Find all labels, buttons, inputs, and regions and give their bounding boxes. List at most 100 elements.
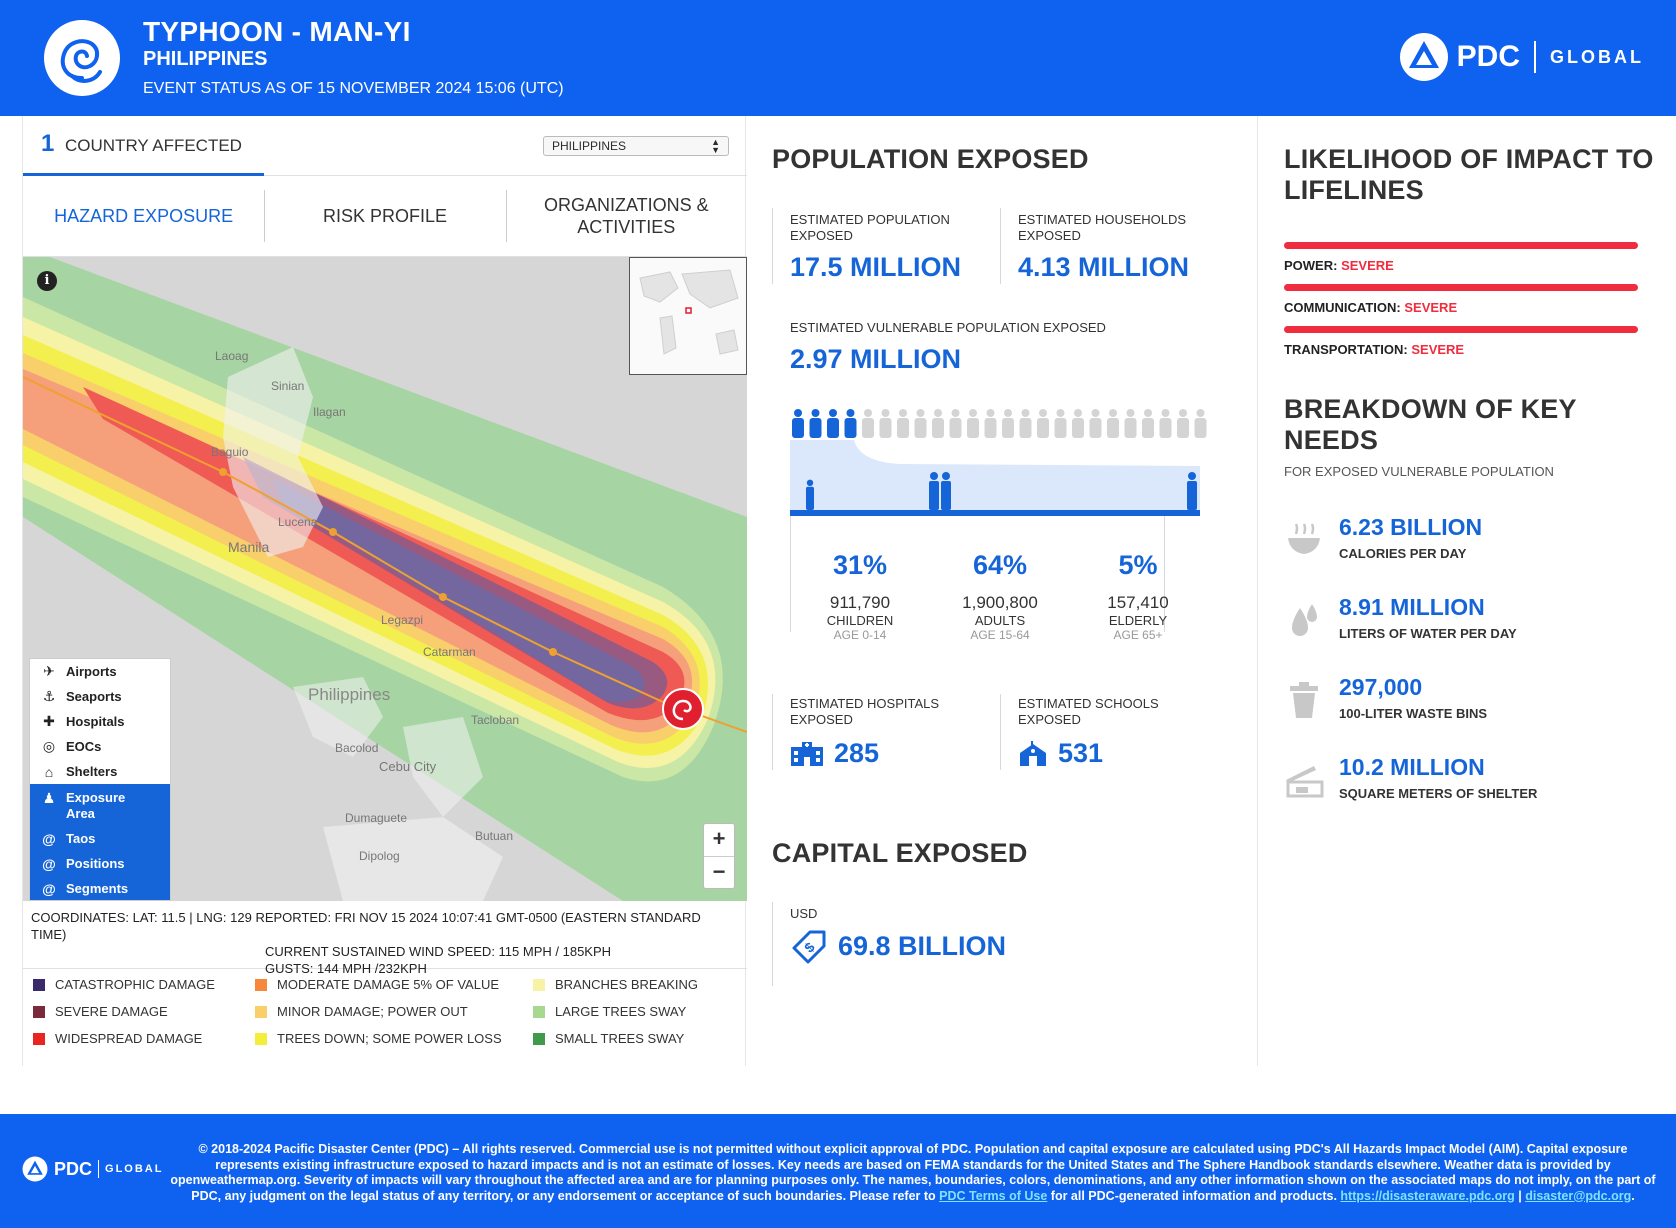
person-icon [1072, 409, 1084, 438]
overview-minimap[interactable] [629, 257, 747, 375]
children-count: 911,790 [829, 593, 891, 612]
layer-hospitals[interactable]: ✚ Hospitals [30, 709, 170, 734]
info-icon[interactable]: i [37, 271, 57, 291]
people-icon: ♟ [42, 790, 56, 806]
typhoon-position-marker[interactable] [662, 688, 704, 730]
brand-divider [1534, 41, 1536, 73]
tab-organizations-activities[interactable]: ORGANIZATIONS & ACTIVITIES [505, 176, 747, 256]
adults-range: AGE 15-64 [970, 628, 1030, 642]
layer-shelters[interactable]: ⌂ Shelters [30, 759, 170, 784]
mindanao-island [323, 817, 503, 901]
layer-label: Taos [66, 831, 96, 846]
layer-airports[interactable]: ✈ Airports [30, 659, 170, 684]
food-bowl-icon [1288, 523, 1320, 554]
typhoon-icon [44, 20, 120, 96]
legend-item: SEVERE DAMAGE [33, 1003, 255, 1020]
legend-item: TREES DOWN; SOME POWER LOSS [255, 1030, 533, 1047]
place-cebu-city: Cebu City [379, 759, 437, 774]
disclaimer-text: © 2018-2024 Pacific Disaster Center (PDC… [170, 1142, 1656, 1203]
country-select[interactable]: PHILIPPINES ▲ ▼ [543, 136, 729, 156]
person-icon [984, 409, 997, 438]
capital-stat: $ 69.8 BILLION [790, 928, 1006, 964]
pdc-logo-icon [1399, 33, 1448, 81]
track-position-4[interactable] [549, 648, 557, 656]
hospital-building-icon [791, 741, 823, 766]
legend-label: SMALL TREES SWAY [555, 1031, 685, 1046]
communication-label: COMMUNICATION: [1284, 300, 1401, 315]
adults-percent: 64% [972, 550, 1028, 580]
header: TYPHOON - MAN-YI PHILIPPINES EVENT STATU… [0, 0, 1676, 116]
select-arrows-icon: ▲ ▼ [711, 137, 720, 155]
tab-risk-profile[interactable]: RISK PROFILE [264, 176, 505, 256]
divider [772, 208, 773, 284]
layer-seaports[interactable]: ⚓ Seaports [30, 684, 170, 709]
transportation-severity-bar [1284, 326, 1638, 333]
shelter-icon [1286, 766, 1324, 798]
map-canvas[interactable] [23, 257, 747, 901]
legend-swatch [255, 1005, 267, 1018]
vulnerable-person-icon [792, 409, 804, 438]
school-building-icon [1020, 740, 1046, 766]
layer-exposure-area[interactable]: ♟ Exposure Area [30, 784, 170, 826]
layer-label: Shelters [66, 764, 118, 779]
footer-disclaimer: © 2018-2024 Pacific Disaster Center (PDC… [168, 1142, 1658, 1204]
zoom-in-button[interactable]: + [712, 826, 726, 851]
track-position-3[interactable] [439, 593, 447, 601]
legend-swatch [33, 978, 45, 991]
calories-value: 6.23 BILLION [1339, 514, 1483, 540]
population-title: POPULATION EXPOSED [772, 144, 1089, 174]
country-count: 1 [41, 130, 55, 157]
shelter-label: SQUARE METERS OF SHELTER [1339, 786, 1538, 801]
adults-name: ADULTS [974, 613, 1026, 628]
event-status: EVENT STATUS AS OF 15 NOVEMBER 2024 15:0… [143, 80, 564, 97]
hospitals-value: 285 [834, 738, 880, 768]
shelter-value: 10.2 MILLION [1339, 754, 1485, 780]
layer-label: Hospitals [66, 714, 125, 729]
need-calories: 6.23 BILLION CALORIES PER DAY [1284, 514, 1654, 574]
legend-label: MINOR DAMAGE; POWER OUT [277, 1004, 468, 1019]
legend-swatch [533, 1032, 545, 1045]
terms-of-use-link[interactable]: PDC Terms of Use [939, 1188, 1048, 1203]
layer-eocs[interactable]: ◎ EOCs [30, 734, 170, 759]
place-butuan: Butuan [475, 829, 514, 843]
eoc-icon: ◎ [42, 738, 56, 754]
zoom-out-button[interactable]: − [704, 856, 734, 888]
footer-pdc-logo[interactable]: PDC GLOBAL [22, 1156, 163, 1182]
footer: PDC GLOBAL © 2018-2024 Pacific Disaster … [0, 1114, 1676, 1228]
person-icon [1159, 409, 1172, 438]
person-icon [1194, 409, 1207, 438]
legend-label: WIDESPREAD DAMAGE [55, 1031, 203, 1046]
households-label: ESTIMATED HOUSEHOLDS EXPOSED [1018, 212, 1187, 243]
typhoon-icon: @ [42, 855, 56, 872]
layer-positions[interactable]: @ Positions [30, 851, 170, 876]
tab-hazard-exposure[interactable]: HAZARD EXPOSURE [54, 206, 234, 226]
children-range: AGE 0-14 [833, 628, 887, 642]
place-manila: Manila [228, 539, 270, 555]
water-label: LITERS OF WATER PER DAY [1339, 626, 1517, 641]
layer-taos[interactable]: @ Taos [30, 826, 170, 851]
legend-label: MODERATE DAMAGE 5% OF VALUE [277, 977, 500, 992]
legend-label: SEVERE DAMAGE [55, 1004, 168, 1019]
track-position-1[interactable] [219, 468, 227, 476]
hazard-map[interactable]: Laoag Sinian Ilagan Baguio Manila Lucena… [23, 257, 747, 901]
email-link[interactable]: disaster@pdc.org [1525, 1188, 1632, 1203]
shelter-icon: ⌂ [44, 763, 54, 780]
pdc-global-logo[interactable]: PDC GLOBAL [1399, 32, 1644, 82]
capital-value: 69.8 BILLION [838, 930, 1007, 961]
legend-swatch [255, 978, 267, 991]
layer-label: Airports [66, 664, 117, 679]
layer-segments[interactable]: @ Segments [30, 876, 170, 900]
footer-brand-global: GLOBAL [105, 1163, 164, 1175]
lifelines-panel: LIKELIHOOD OF IMPACT TO LIFELINES POWER:… [1258, 116, 1676, 1066]
communication-severity-bar [1284, 284, 1638, 291]
children-group: 31% 911,790 CHILDREN AGE 0-14 [790, 550, 930, 642]
luzon-island [223, 347, 323, 557]
person-icon [1002, 409, 1014, 438]
track-position-2[interactable] [329, 528, 337, 536]
vulnerable-people-graphic [790, 409, 1207, 516]
disasteraware-link[interactable]: https://disasteraware.pdc.org [1340, 1188, 1515, 1203]
person-icon [1142, 409, 1154, 438]
hazard-panel: 1 COUNTRY AFFECTED PHILIPPINES ▲ ▼ HAZARD… [22, 116, 747, 1066]
place-laoag: Laoag [215, 349, 249, 363]
place-dumaguete: Dumaguete [345, 811, 408, 825]
